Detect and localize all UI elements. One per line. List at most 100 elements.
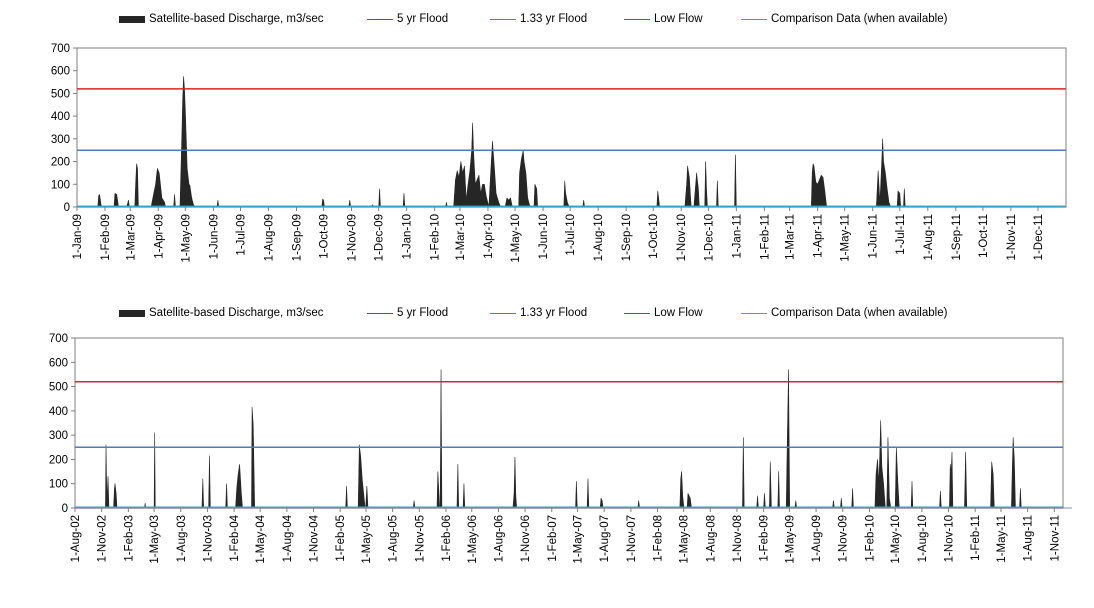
x-tick-label: 1-May-10 [510,214,522,263]
chart-panel-bottom: Satellite-based Discharge, m3/sec 5 yr F… [0,300,1094,608]
x-tick-label: 1-Feb-07 [547,515,559,562]
x-tick-label: 1-Sep-10 [621,214,633,261]
x-tick-label: 1-Sep-11 [951,214,963,260]
legend-swatch-low-flow [624,312,650,314]
y-tick-label: 500 [49,382,68,394]
x-tick-label: 1-Feb-03 [123,515,135,562]
legend-item-low-flow: Low Flow [624,303,703,323]
legend-label-133yr-flood: 1.33 yr Flood [520,13,588,25]
y-tick-label: 600 [51,66,70,78]
x-tick-label: 1-Nov-07 [626,515,638,562]
x-tick-label: 1-Jun-09 [208,214,220,259]
x-tick-label: 1-Jan-10 [402,214,414,259]
y-tick-label: 0 [64,202,70,214]
x-tick-label: 1-Nov-11 [1006,214,1018,260]
legend-swatch-comparison [741,312,767,314]
x-tick-label: 1-Nov-08 [732,515,744,562]
x-tick-label: 1-Aug-02 [70,515,82,562]
legend-item-5yr-flood: 5 yr Flood [367,303,448,323]
x-tick-label: 1-Mar-10 [455,214,467,261]
x-tick-label: 1-Mar-11 [785,214,797,260]
y-tick-label: 700 [51,43,70,55]
x-tick-label: 1-Apr-09 [153,214,165,259]
x-tick-label: 1-Nov-02 [97,515,109,562]
x-tick-label: 1-Feb-05 [335,515,347,562]
x-tick-label: 1-Apr-11 [813,214,825,258]
plot-area [74,337,1064,509]
x-tick-label: 1-Nov-10 [676,214,688,261]
x-tick-label: 1-May-05 [361,515,373,564]
y-tick-label: 100 [49,479,68,491]
x-tick-label: 1-Feb-08 [653,515,665,562]
x-tick-label: 1-Nov-04 [309,514,321,562]
legend-item-comparison: Comparison Data (when available) [741,303,947,323]
x-tick-label: 1-Feb-06 [441,515,453,562]
x-tick-label: 1-Aug-05 [388,515,400,562]
legend-swatch-discharge [119,15,145,23]
x-tick-label: 1-Aug-04 [282,514,294,562]
x-tick-label: 1-Feb-04 [229,514,241,561]
x-tick-label: 1-Aug-07 [599,515,611,562]
x-tick-label: 1-Oct-11 [978,214,990,258]
x-tick-label: 1-Aug-10 [917,515,929,562]
x-tick-label: 1-Aug-10 [593,214,605,261]
x-tick-label: 1-Sep-09 [291,214,303,261]
x-tick-label: 1-Aug-08 [705,515,717,562]
x-tick-label: 1-Aug-06 [493,515,505,562]
legend-bottom: Satellite-based Discharge, m3/sec 5 yr F… [0,303,1094,323]
x-tick-label: 1-Feb-10 [864,515,876,562]
legend-label-133yr-flood: 1.33 yr Flood [520,307,588,319]
legend-top: Satellite-based Discharge, m3/sec 5 yr F… [0,9,1094,29]
x-tick-label: 1-Mar-09 [125,214,137,261]
x-tick-label: 1-Nov-11 [1049,515,1061,561]
x-tick-label: 1-May-10 [890,515,902,564]
x-tick-label: 1-Feb-09 [759,515,771,562]
x-tick-label: 1-Jun-11 [868,214,880,259]
y-tick-label: 200 [49,454,68,466]
x-tick-label: 1-May-03 [149,515,161,564]
legend-item-discharge: Satellite-based Discharge, m3/sec [119,303,324,323]
x-tick-label: 1-May-11 [840,214,852,262]
legend-swatch-low-flow [624,18,650,20]
x-tick-label: 1-Aug-03 [176,515,188,562]
legend-label-comparison: Comparison Data (when available) [771,13,948,25]
legend-item-discharge: Satellite-based Discharge, m3/sec [119,9,324,29]
legend-swatch-5yr-flood [367,312,393,314]
y-tick-label: 100 [51,179,70,191]
legend-label-5yr-flood: 5 yr Flood [397,307,449,319]
legend-item-low-flow: Low Flow [624,9,703,29]
legend-swatch-discharge [119,309,145,317]
legend-item-5yr-flood: 5 yr Flood [367,9,448,29]
legend-label-low-flow: Low Flow [654,13,703,25]
legend-item-comparison: Comparison Data (when available) [741,9,947,29]
y-tick-label: 700 [49,333,68,345]
x-tick-label: 1-Feb-10 [430,214,442,261]
legend-swatch-comparison [741,18,767,20]
x-tick-label: 1-Nov-10 [944,515,956,562]
x-tick-label: 1-Oct-09 [319,214,331,259]
x-tick-label: 1-Oct-10 [648,214,660,259]
x-tick-label: 1-Nov-05 [414,515,426,562]
x-tick-label: 1-Jul-11 [895,214,907,255]
legend-swatch-133yr-flood [490,18,516,20]
legend-label-discharge: Satellite-based Discharge, m3/sec [149,307,324,319]
x-tick-label: 1-Feb-09 [100,214,112,261]
y-tick-label: 0 [62,503,68,515]
x-tick-label: 1-May-04 [255,514,267,563]
x-tick-label: 1-Aug-09 [811,515,823,562]
x-tick-label: 1-Feb-11 [759,214,771,260]
y-tick-label: 300 [49,430,68,442]
legend-label-5yr-flood: 5 yr Flood [397,13,449,25]
y-tick-label: 300 [51,134,70,146]
x-tick-label: 1-Apr-10 [483,214,495,259]
legend-item-133yr-flood: 1.33 yr Flood [490,303,587,323]
x-tick-label: 1-Jan-09 [72,214,84,259]
x-tick-label: 1-Aug-11 [1023,515,1035,561]
x-tick-label: 1-Aug-09 [263,214,275,261]
x-tick-label: 1-Dec-10 [703,214,715,261]
y-tick-label: 500 [51,88,70,100]
chart-panel-top: Satellite-based Discharge, m3/sec 5 yr F… [0,0,1094,300]
x-tick-label: 1-Feb-11 [970,515,982,561]
x-tick-label: 1-May-06 [467,515,479,564]
x-tick-label: 1-May-07 [573,515,585,564]
